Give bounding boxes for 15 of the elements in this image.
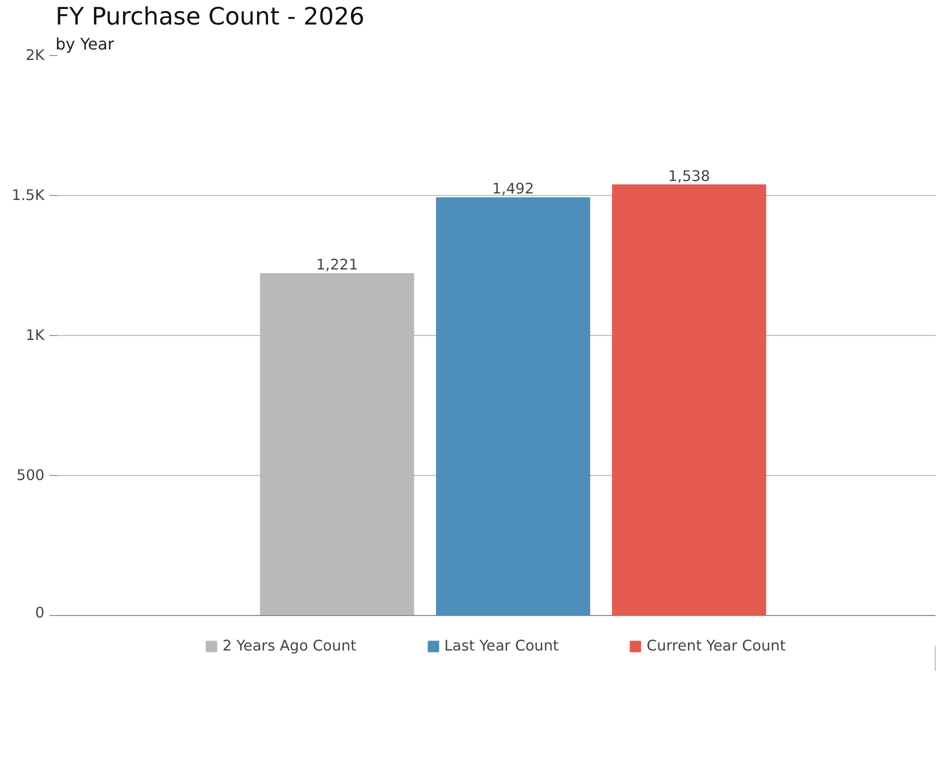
chart-subtitle: by Year [56, 34, 115, 54]
data-label: 1,538 [668, 168, 710, 185]
y-tick-label: 1K [26, 327, 45, 344]
data-label: 1,221 [316, 256, 358, 274]
bar [436, 197, 590, 616]
data-label: 1,492 [492, 180, 534, 198]
legend-label: 2 Years Ago Count [222, 638, 356, 654]
chart-title: FY Purchase Count - 2026 [56, 2, 364, 30]
bar [612, 184, 766, 616]
legend-label: Current Year Count [646, 638, 786, 654]
y-tick-label: 0 [35, 604, 45, 622]
legend-label: Last Year Count [444, 638, 559, 654]
y-tick-label: 2K [26, 47, 45, 64]
y-tick-label: 500 [16, 467, 45, 484]
y-tick-label: 1.5K [12, 187, 45, 204]
